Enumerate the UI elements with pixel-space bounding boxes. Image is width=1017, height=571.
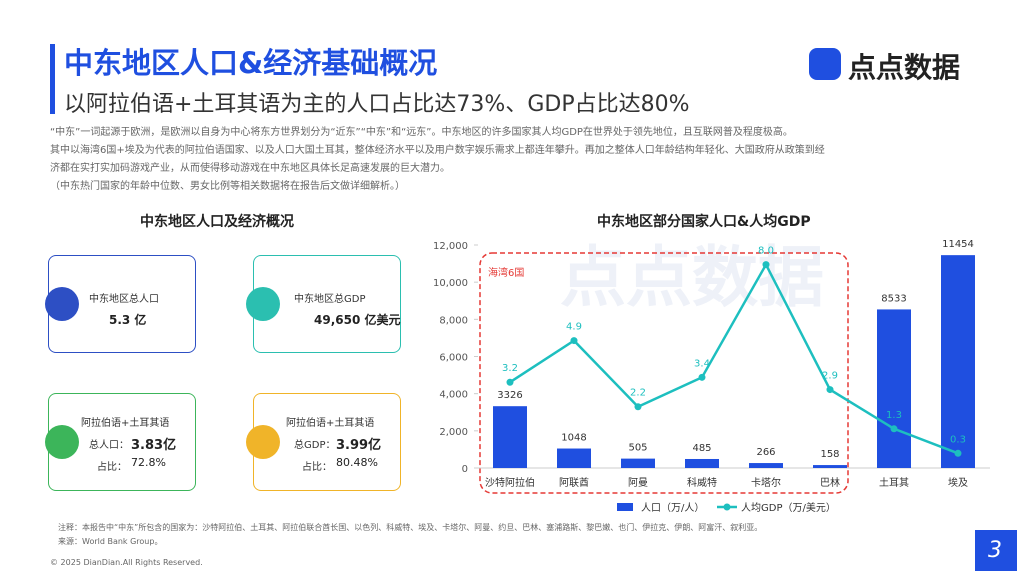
card-value: 5.3 亿 [109,313,147,327]
card-label: 阿拉伯语+土耳其语 [81,418,170,429]
page-box [975,530,1017,571]
card: 中东地区总人口 5.3 亿 [48,255,196,353]
x-tick-label: 土耳其 [879,476,909,489]
watermark: 点点数据 [560,239,824,316]
point [698,373,706,381]
x-tick-label: 阿曼 [628,477,648,489]
data-label: 4.9 [566,322,582,333]
card-val: 72.8% [131,456,166,469]
point [826,386,834,394]
subtitle: 以阿拉伯语+土耳其语为主的人口占比达73%、GDP占比达80% [64,92,690,117]
bar [621,458,655,468]
intro-line: 其中以海湾6国+埃及为代表的阿拉伯语国家、以及人口大国土耳其，整体经济水平以及用… [50,145,825,156]
bar [685,458,719,468]
data-label: 0.3 [950,434,966,445]
card: 阿拉伯语+土耳其语总人口： 3.83亿 占比： 72.8% [48,393,196,491]
copyright: © 2025 DianDian.All Rights Reserved. [50,558,203,567]
line [509,261,959,455]
annotation: 海湾6国 [488,268,525,279]
card-icon [246,287,280,321]
data-label: 3.4 [694,358,710,369]
card-label: 阿拉伯语+土耳其语 [286,418,375,429]
card-key: 总GDP： [294,440,336,451]
bar [813,465,847,468]
legend-label: 人口（万/人） [641,502,704,514]
y-tick-label: 2,000 [439,427,468,438]
point [890,425,898,433]
data-label: 505 [628,443,647,454]
x-tick-label: 科威特 [687,476,717,489]
bar [877,309,911,468]
logo: 点点数据 [848,51,961,84]
card-key: 占比： [302,462,332,473]
x-tick-label: 巴林 [820,476,840,489]
data-label: 1048 [561,433,586,444]
chart-title: 中东地区部分国家人口&人均GDP [597,214,811,230]
card-val: 3.83亿 [131,438,177,453]
logo-icon [809,48,841,80]
data-label: 8533 [881,293,906,304]
card-value: 49,650 亿美元 [314,313,401,327]
bar [493,406,527,468]
legend-swatch [723,503,731,511]
gulf-box [479,252,849,494]
data-label: 11454 [942,239,974,250]
legend-swatch [617,503,633,511]
data-label: 3.2 [502,363,518,374]
intro: “中东”一词起源于欧洲，是欧洲以自身为中心将东方世界划分为“近东”“中东”和“远… [50,124,825,196]
bar [941,255,975,468]
data-label: 3326 [497,390,522,401]
y-tick-label: 6,000 [439,353,468,364]
card-key: 占比： [97,462,127,473]
point [762,261,770,269]
point [570,337,578,345]
point [634,403,642,411]
data-label: 2.9 [822,371,838,382]
legend-label: 人均GDP（万/美元） [741,501,836,514]
data-label: 266 [756,447,775,458]
title: 中东地区人口&经济基础概况 [64,46,438,80]
intro-line: （中东热门国家的年龄中位数、男女比例等相关数据将在报告后文做详细解析。） [50,181,405,192]
page-number: 3 [988,538,1002,563]
card-icon [45,287,79,321]
bar [749,463,783,468]
card-val: 80.48% [336,456,378,469]
y-tick-label: 10,000 [433,278,468,289]
y-tick-label: 0 [462,464,468,475]
x-tick-label: 沙特阿拉伯 [485,476,535,489]
y-tick-label: 12,000 [433,241,468,252]
card-label: 中东地区总人口 [89,294,159,305]
section-title: 中东地区人口及经济概况 [140,214,294,230]
y-tick-label: 4,000 [439,390,468,401]
x-tick-label: 阿联酋 [559,476,589,489]
data-label: 2.2 [630,388,646,399]
card: 中东地区总GDP 49,650 亿美元 [253,255,401,353]
y-tick-label: 8,000 [439,315,468,326]
intro-line: “中东”一词起源于欧洲，是欧洲以自身为中心将东方世界划分为“近东”“中东”和“远… [50,127,793,138]
data-label: 485 [692,443,711,454]
bar [557,448,591,468]
card-icon [246,425,280,459]
x-tick-label: 埃及 [948,476,968,489]
card-icon [45,425,79,459]
point [954,449,962,457]
data-label: 8.0 [758,246,774,257]
accent-bar [50,44,55,114]
data-label: 158 [820,449,839,460]
x-tick-label: 卡塔尔 [751,476,781,489]
intro-line: 济都在实打实加码游戏产业，从而使得移动游戏在中东地区具体长足高速发展的巨大潜力。 [50,163,450,174]
card-key: 总人口： [89,440,129,451]
point [506,378,514,386]
card-val: 3.99亿 [336,438,382,453]
data-label: 1.3 [886,410,902,421]
note: 注释：本报告中“中东”所包含的国家为：沙特阿拉伯、土耳其、阿拉伯联合酋长国、以色… [58,523,763,532]
source: 来源：World Bank Group。 [58,537,163,546]
card-label: 中东地区总GDP [294,294,366,305]
card: 阿拉伯语+土耳其语总GDP： 3.99亿 占比： 80.48% [253,393,401,491]
